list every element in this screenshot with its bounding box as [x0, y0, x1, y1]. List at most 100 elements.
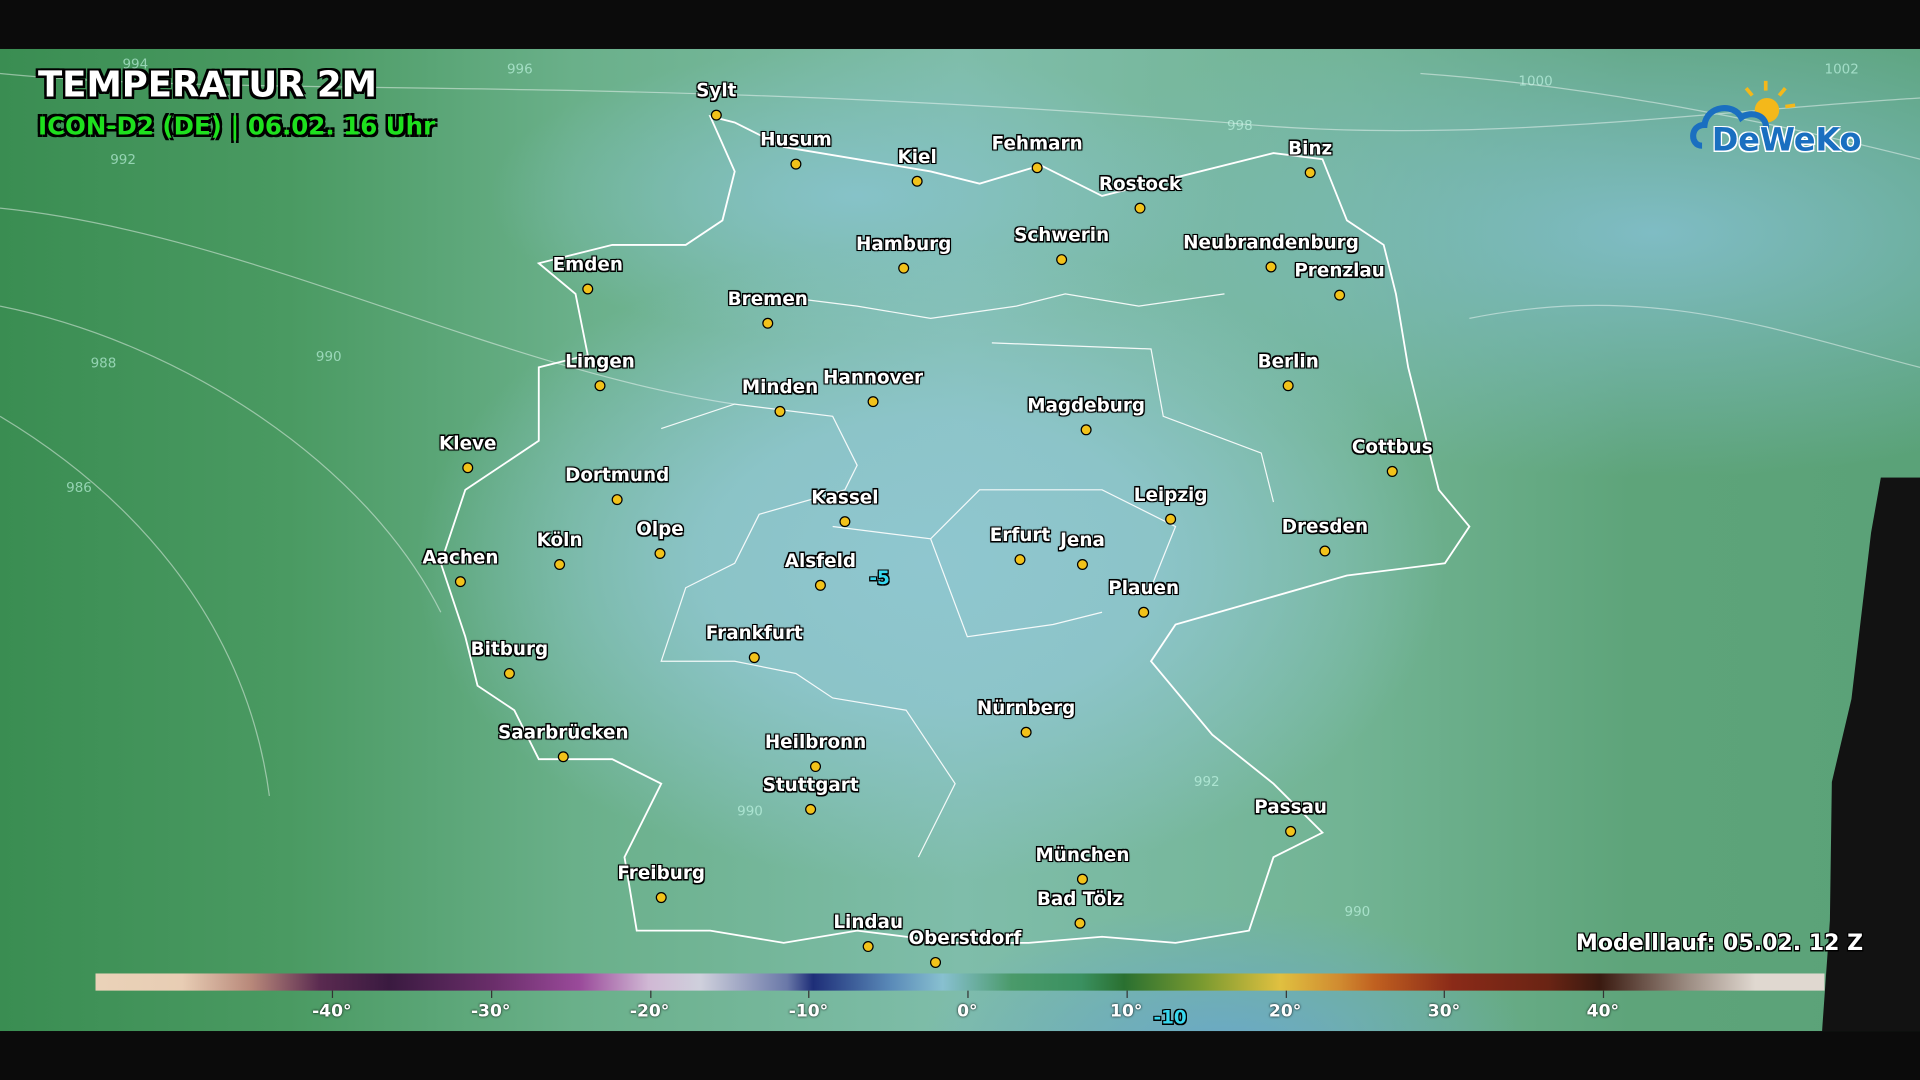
city-dot [1138, 606, 1150, 618]
city-label: Olpe [636, 517, 684, 541]
logo-text: DeWeKo [1711, 122, 1862, 160]
city-label: Jena [1060, 528, 1105, 552]
city-label: Minden [741, 375, 819, 398]
colorbar-tick-label: 30° [1427, 1001, 1461, 1022]
colorbar-tick-label: 40° [1586, 1001, 1620, 1022]
city-label: Leipzig [1133, 483, 1208, 506]
city-dot [1056, 254, 1068, 266]
isobar-label: 994 [122, 56, 149, 73]
city-dot [1074, 917, 1086, 929]
city-dot [710, 109, 722, 121]
city-label: München [1035, 843, 1130, 866]
city-label: Sylt [696, 79, 737, 102]
city-label: Cottbus [1351, 435, 1433, 458]
city-label: Kleve [439, 432, 497, 455]
city-dot [814, 579, 826, 591]
city-dot [911, 175, 923, 187]
city-label: Erfurt [989, 524, 1051, 547]
colorbar-tick [1285, 990, 1287, 998]
isobar-label: 990 [737, 803, 763, 820]
city-dot [1282, 380, 1294, 392]
city-label: Kassel [811, 486, 879, 509]
colorbar [95, 973, 1825, 991]
city-label: Saarbrücken [498, 721, 629, 744]
colorbar-tick-label: -30° [470, 1001, 511, 1022]
city-dot [1319, 545, 1331, 557]
city-dot [1020, 726, 1032, 738]
city-dot [594, 380, 606, 392]
city-dot [1304, 167, 1316, 179]
city-label: Alsfeld [784, 549, 857, 572]
city-dot [1165, 513, 1177, 525]
city-dot [503, 667, 515, 679]
isobar-label: 996 [506, 61, 533, 78]
city-label: Lindau [833, 911, 904, 934]
city-label: Magdeburg [1027, 394, 1146, 417]
city-dot [1134, 202, 1146, 214]
city-label: Dresden [1281, 515, 1369, 538]
isobar-label: 992 [1193, 773, 1220, 790]
city-label: Nürnberg [976, 696, 1076, 719]
city-label: Berlin [1257, 350, 1319, 373]
city-dot [1285, 825, 1297, 837]
city-label: Heilbronn [764, 731, 867, 754]
colorbar-tick-label: 0° [957, 1001, 978, 1022]
city-label: Hannover [823, 366, 924, 389]
temperature-label: -5 [869, 566, 890, 589]
model-run-label: Modelllauf: 05.02. 12 Z [1575, 930, 1864, 957]
city-dot [1076, 558, 1088, 571]
isobar-label: 990 [315, 348, 342, 365]
isobar-label: 1000 [1518, 73, 1553, 90]
colorbar-tick-label: -10° [788, 1001, 829, 1022]
city-label: Schwerin [1014, 224, 1110, 247]
city-dot [1031, 162, 1043, 174]
city-dot [462, 462, 474, 474]
city-dot [554, 558, 566, 571]
city-label: Passau [1254, 795, 1327, 818]
isobar-label: 986 [66, 480, 92, 496]
city-label: Dortmund [565, 464, 670, 487]
colorbar-tick [490, 990, 492, 998]
city-dot [862, 941, 874, 953]
isobar-label: 992 [110, 151, 136, 168]
colorbar-tick [808, 990, 810, 998]
colorbar-tick [1443, 990, 1446, 998]
isobar-label: 990 [1344, 903, 1371, 920]
colorbar-tick [331, 990, 334, 998]
city-dot [748, 652, 760, 664]
city-label: Freiburg [617, 862, 706, 885]
city-label: Frankfurt [705, 622, 803, 645]
city-label: Bremen [727, 287, 808, 310]
city-dot [774, 405, 786, 417]
colorbar-tick [649, 990, 651, 998]
city-label: Emden [552, 253, 623, 276]
isobar-label: 988 [90, 355, 117, 372]
city-label: Hamburg [856, 232, 952, 255]
city-dot [1080, 424, 1092, 436]
city-label: Stuttgart [762, 773, 859, 796]
city-dot [1076, 873, 1088, 885]
city-label: Lingen [565, 350, 635, 373]
isobar-label: 998 [1226, 117, 1253, 134]
model-subtitle: ICON-D2 (DE) | 06.02. 16 Uhr [37, 111, 436, 141]
colorbar-tick-label: 20° [1268, 1001, 1302, 1022]
city-dot [1265, 261, 1277, 273]
city-dot [810, 761, 822, 773]
city-dot [582, 283, 594, 295]
city-dot [1386, 465, 1398, 477]
city-dot [1014, 554, 1026, 566]
city-dot [790, 158, 802, 170]
city-label: Plauen [1108, 576, 1180, 599]
city-dot [867, 396, 879, 408]
city-label: Kiel [897, 145, 937, 168]
sun-cloud-logo-icon [1690, 80, 1796, 149]
city-dot [557, 751, 569, 763]
city-label: Fehmarn [991, 132, 1083, 155]
city-dot [930, 956, 942, 968]
city-dot [655, 892, 667, 904]
colorbar-tick-label: -20° [629, 1001, 670, 1022]
city-dot [611, 494, 623, 506]
city-label: Bad Tölz [1036, 887, 1124, 910]
